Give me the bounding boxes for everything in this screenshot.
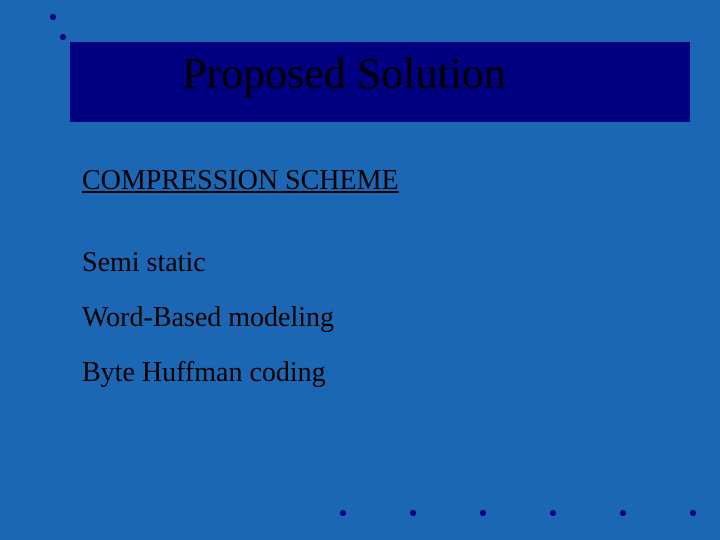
decor-dot-top-2 — [70, 54, 76, 60]
slide-subtitle: COMPRESSION SCHEME — [82, 165, 399, 197]
decor-dot-bottom-5 — [690, 510, 696, 516]
decor-dot-bottom-4 — [620, 510, 626, 516]
decor-dot-top-1 — [60, 34, 66, 40]
decor-dot-bottom-0 — [340, 510, 346, 516]
decor-dot-bottom-3 — [550, 510, 556, 516]
decor-dot-top-0 — [50, 14, 56, 20]
body-item-1: Word-Based modeling — [82, 302, 334, 334]
slide-title: Proposed Solution — [182, 48, 506, 99]
slide: Proposed Solution COMPRESSION SCHEME Sem… — [0, 0, 720, 540]
decor-dot-bottom-2 — [480, 510, 486, 516]
decor-dot-bottom-1 — [410, 510, 416, 516]
title-bar: Proposed Solution — [70, 42, 690, 122]
body-item-2: Byte Huffman coding — [82, 357, 326, 389]
body-item-0: Semi static — [82, 247, 206, 279]
